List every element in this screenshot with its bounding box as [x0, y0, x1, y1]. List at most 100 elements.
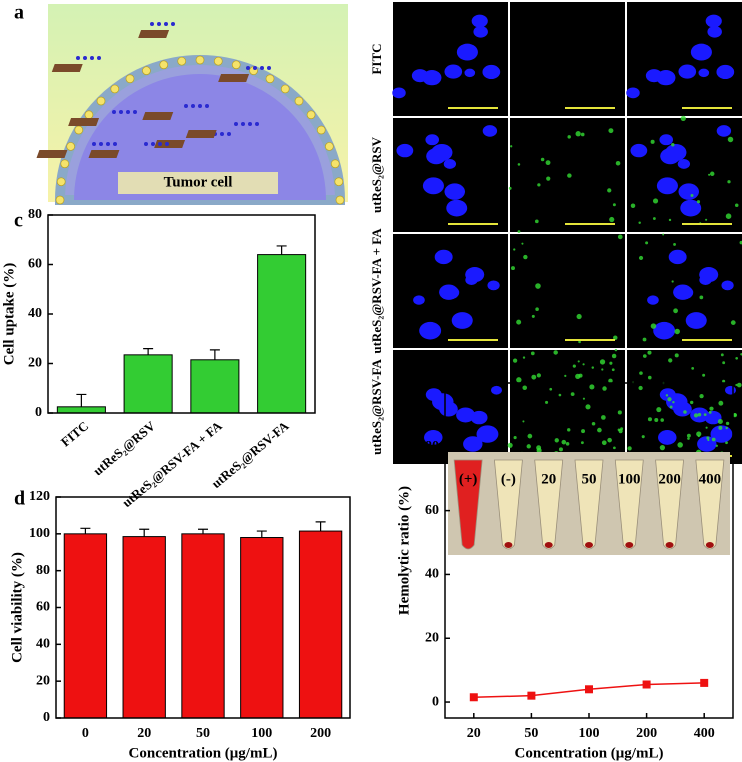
fluorescence — [561, 439, 567, 445]
lipid-head — [324, 142, 334, 151]
fluorescence — [609, 361, 613, 365]
panel-a: Tumor cell — [48, 4, 348, 205]
fluorescence — [696, 431, 702, 437]
fluorescence — [553, 350, 558, 355]
lipid-head — [231, 60, 241, 70]
fluorescence — [652, 198, 659, 204]
fluorescence — [517, 230, 521, 233]
fluorescence — [582, 397, 585, 400]
fluorescence — [696, 200, 701, 204]
fluorescence — [608, 128, 614, 134]
tube — [574, 459, 604, 550]
fluorescence — [516, 319, 522, 325]
ligand — [164, 22, 168, 26]
nucleus — [422, 70, 442, 86]
fluorescence — [611, 353, 617, 359]
ligand — [234, 122, 238, 126]
fluorescence — [607, 437, 612, 443]
lipid-head — [294, 96, 304, 106]
nanosheet — [51, 64, 83, 72]
fluorescence — [580, 132, 585, 137]
pellet — [585, 542, 593, 548]
nanosheet — [68, 118, 100, 126]
ligand — [90, 56, 94, 60]
fluorescence — [650, 323, 657, 329]
fluorescence — [601, 440, 607, 446]
nucleus — [434, 249, 453, 265]
fluorescence — [727, 136, 734, 143]
error-bar — [76, 393, 87, 407]
fluorescence — [602, 386, 607, 391]
axes-frame — [444, 382, 734, 719]
fluorescence — [613, 446, 616, 450]
fluorescence — [531, 374, 537, 380]
lipid-head — [306, 110, 316, 120]
ligand — [158, 142, 162, 146]
fluorescence — [578, 340, 581, 344]
ligand — [151, 142, 155, 146]
fluorescence — [627, 446, 632, 451]
fluorescence — [705, 218, 708, 221]
fluorescence — [667, 397, 672, 402]
ligand — [144, 142, 148, 146]
fluorescence — [512, 358, 518, 363]
fluorescence — [703, 413, 707, 417]
fluorescence — [668, 358, 673, 363]
nucleus — [716, 125, 732, 137]
ligand — [150, 22, 154, 26]
ligand — [198, 104, 202, 108]
fluorescence — [536, 447, 542, 454]
fluorescence — [732, 412, 738, 418]
nucleus — [677, 286, 694, 299]
fluorescence — [508, 186, 512, 190]
fluorescence — [617, 234, 623, 240]
error-bar — [198, 528, 208, 534]
x-tick-label: 100 — [251, 726, 272, 741]
fluorescence — [708, 410, 712, 414]
fluorescence — [607, 188, 612, 193]
lipid-head — [74, 125, 84, 135]
lipid-head — [96, 96, 106, 106]
fluorescence — [735, 383, 738, 387]
tube — [695, 459, 725, 550]
nanosheet — [36, 150, 68, 158]
fluorescence — [577, 360, 580, 363]
lipid-head — [280, 84, 290, 94]
fluorescence — [739, 240, 742, 245]
ligand — [165, 142, 169, 146]
ligand — [99, 142, 103, 146]
fluorescence — [639, 371, 643, 375]
x-tick-label: utReS₂@RSV — [90, 418, 158, 479]
nucleus — [630, 143, 648, 158]
fluorescence — [691, 367, 695, 370]
fluorescence — [722, 361, 726, 365]
fluorescence — [585, 404, 591, 410]
y-tick-label: 40 — [36, 637, 50, 652]
nucleus — [665, 144, 687, 162]
x-tick-label: 50 — [196, 726, 210, 741]
fluorescence — [540, 157, 545, 162]
fluorescence — [725, 426, 728, 430]
inset-label: (-) — [501, 471, 516, 487]
lipid-head — [330, 159, 340, 169]
fluorescence — [711, 437, 716, 442]
ligand — [267, 66, 271, 70]
row-label: FITC — [369, 43, 384, 74]
fluorescence — [697, 435, 700, 438]
fluorescence — [674, 353, 679, 358]
fluorescence — [702, 373, 706, 377]
fluorescence — [526, 444, 531, 449]
marker — [700, 678, 709, 687]
bar — [181, 533, 225, 719]
x-tick-label: 400 — [694, 726, 715, 741]
fluorescence — [725, 213, 732, 219]
error-bar — [276, 245, 287, 255]
fluorescence — [699, 393, 704, 399]
inset-label: 50 — [582, 471, 597, 487]
fluorescence — [736, 382, 742, 388]
nucleus — [463, 436, 483, 452]
tube — [453, 459, 483, 550]
y-tick-label: 100 — [29, 526, 50, 541]
ligand — [76, 56, 80, 60]
ligand — [184, 104, 188, 108]
